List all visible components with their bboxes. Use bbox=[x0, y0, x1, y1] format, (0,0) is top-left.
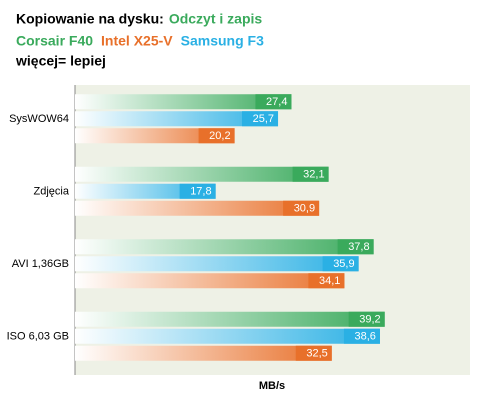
chart-title-highlight: Odczyt i zapis bbox=[169, 11, 263, 27]
bar bbox=[75, 256, 359, 272]
chart-title: Kopiowanie na dysku: bbox=[16, 11, 164, 27]
value-label: 17,8 bbox=[190, 186, 211, 198]
bar bbox=[75, 328, 380, 344]
bar bbox=[75, 311, 385, 327]
x-axis-label: MB/s bbox=[259, 380, 285, 392]
value-label-box bbox=[295, 345, 332, 361]
value-label: 35,9 bbox=[333, 258, 354, 270]
bar bbox=[75, 273, 345, 289]
value-label-box bbox=[308, 273, 345, 289]
value-label: 27,4 bbox=[266, 96, 287, 108]
y-tick-label: Zdjęcia bbox=[34, 186, 70, 198]
bar bbox=[75, 345, 332, 361]
value-label: 25,7 bbox=[253, 113, 274, 125]
value-label-box bbox=[255, 94, 292, 110]
value-label-box bbox=[179, 183, 216, 199]
value-label: 32,1 bbox=[303, 169, 324, 181]
value-label: 37,8 bbox=[348, 241, 369, 253]
y-tick-label: ISO 6,03 GB bbox=[7, 331, 69, 343]
bar bbox=[75, 94, 292, 110]
bar bbox=[75, 166, 329, 182]
value-label-box bbox=[198, 128, 235, 144]
bar bbox=[75, 128, 235, 144]
value-label: 20,2 bbox=[209, 130, 230, 142]
value-label: 38,6 bbox=[355, 331, 376, 343]
value-label-box bbox=[242, 111, 279, 127]
bar bbox=[75, 111, 279, 127]
value-label-box bbox=[348, 311, 385, 327]
legend-entry: Samsung F3 bbox=[181, 33, 264, 49]
value-label: 34,1 bbox=[319, 275, 340, 287]
value-label: 39,2 bbox=[359, 314, 380, 326]
bar bbox=[75, 239, 374, 255]
value-label-box bbox=[337, 239, 374, 255]
value-label-box bbox=[343, 328, 380, 344]
bar bbox=[75, 200, 320, 216]
value-label-box bbox=[292, 166, 329, 182]
legend-entry: Corsair F40 bbox=[16, 33, 93, 49]
value-label-box bbox=[283, 200, 320, 216]
y-tick-label: SysWOW64 bbox=[9, 113, 69, 125]
legend-entry: Intel X25-V bbox=[101, 33, 173, 49]
value-label-box bbox=[322, 256, 359, 272]
note: więcej= lepiej bbox=[15, 53, 106, 69]
value-label: 30,9 bbox=[294, 203, 315, 215]
value-label: 32,5 bbox=[306, 348, 327, 360]
y-tick-label: AVI 1,36GB bbox=[12, 258, 69, 270]
